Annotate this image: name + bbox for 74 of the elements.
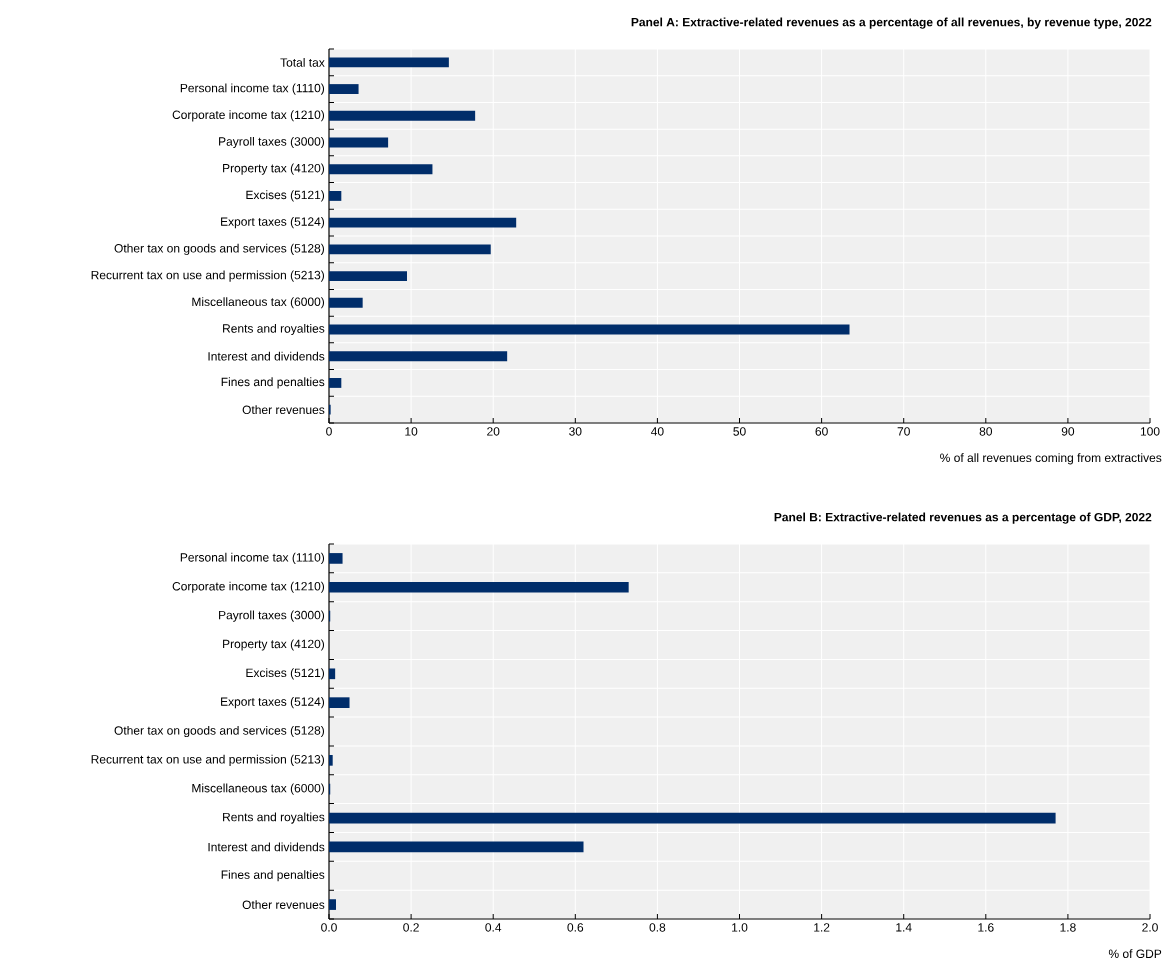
x-tick-label: 20 [487,427,500,436]
y-tick-label: Excises (5121) [246,190,325,202]
x-tick-label: 2.0 [1142,923,1158,932]
x-tick-label: 70 [897,427,910,436]
x-tick-label: 90 [1061,427,1075,436]
y-tick-label: Export taxes (5124) [221,697,325,709]
bar [329,324,850,335]
x-tick-label: 40 [651,427,664,436]
y-tick-label: Other revenues [242,405,325,415]
y-tick-label: Miscellaneous tax (6000) [192,783,325,795]
bar [329,899,336,910]
x-tick-label: 0 [326,427,332,436]
bar [329,553,343,564]
y-tick-label: Payroll taxes (3000) [219,610,325,622]
y-tick-label: Fines and penalties [221,377,325,389]
x-tick-label: 1.2 [814,923,830,932]
y-tick-label: Property tax (4120) [223,163,325,175]
y-tick-label: Payroll taxes (3000) [219,136,325,149]
y-tick-label: Personal income tax (1110) [180,552,325,565]
chart-title: Panel A: Extractive-related revenues as a percentage of all revenues, by revenue type, 2022 [631,17,1152,29]
y-tick-label: Interest and dividends [208,842,325,852]
y-tick-label: Recurrent tax on use and permission (5213) [91,270,324,282]
y-tick-label: Other tax on goods and services (5128) [114,243,325,255]
chart-title: Panel B: Extractive-related revenues as a percentage of GDP, 2022 [774,512,1152,524]
bar [329,190,342,201]
y-tick-label: Property tax (4120) [223,639,325,651]
x-tick-label: 100 [1140,427,1160,436]
y-tick-label: Total tax [280,57,325,67]
x-tick-label: 60 [815,427,828,436]
x-tick-label: 30 [569,427,582,436]
x-tick-label: 1.4 [896,923,912,932]
bar [329,110,476,121]
bar [329,217,517,228]
bar [329,351,508,362]
x-tick-label: 50 [733,427,746,436]
bar [329,297,363,308]
x-tick-label: 0.8 [649,923,666,932]
bar [329,84,359,95]
x-tick-label: 1.8 [1060,923,1076,932]
bar [329,581,629,593]
y-tick-label: Excises (5121) [246,668,325,680]
x-tick-label: 0.6 [567,923,584,932]
y-tick-label: Interest and dividends [208,351,325,361]
bar [329,164,433,175]
bar [329,841,584,853]
x-tick-label: 0.0 [321,923,337,932]
bar [329,812,1056,824]
bar [329,57,449,68]
bar [329,271,407,282]
y-tick-label: Personal income tax (1110) [180,83,325,95]
x-tick-label: 0.4 [485,923,502,932]
x-axis-title: % of GDP [1108,949,1162,958]
x-tick-label: 80 [979,427,993,436]
bar [329,244,491,255]
y-tick-label: Export taxes (5124) [221,217,325,229]
bar [329,137,389,148]
bar [329,697,350,708]
x-tick-label: 1.0 [732,923,748,932]
bar [329,755,333,766]
y-tick-label: Fines and penalties [221,870,325,882]
y-tick-label: Other tax on goods and services (5128) [114,725,325,738]
y-tick-label: Rents and royalties [223,812,325,824]
x-tick-label: 1.6 [978,923,994,932]
y-tick-label: Corporate income tax (1210) [172,110,325,122]
y-tick-label: Corporate income tax (1210) [172,581,325,593]
x-tick-label: 0.2 [403,923,419,932]
x-axis-title: % of all revenues coming from extractives [940,453,1162,465]
y-tick-label: Other revenues [242,900,325,909]
bar [329,377,342,388]
bar [329,668,336,680]
y-tick-label: Rents and royalties [223,323,325,336]
y-tick-label: Recurrent tax on use and permission (5213) [91,754,324,766]
y-tick-label: Miscellaneous tax (6000) [192,297,325,309]
x-tick-label: 10 [405,427,418,436]
